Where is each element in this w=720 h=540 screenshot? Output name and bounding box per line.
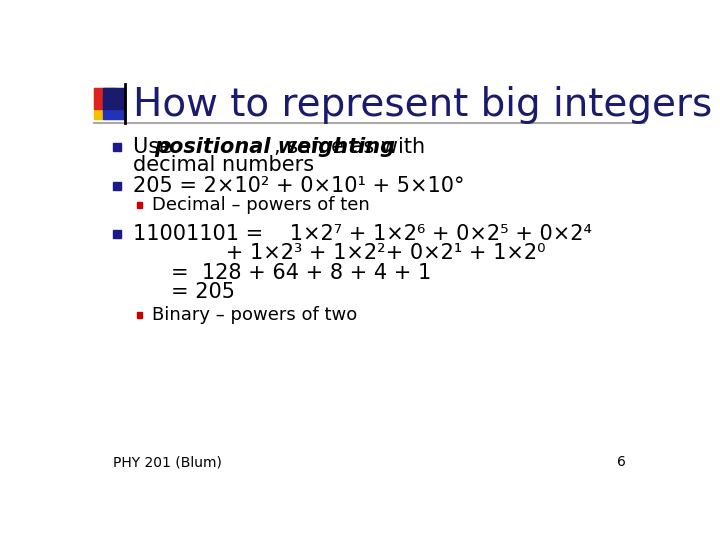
Text: =  128 + 64 + 8 + 4 + 1: = 128 + 64 + 8 + 4 + 1 <box>171 262 431 283</box>
Bar <box>103 97 125 119</box>
Bar <box>94 88 116 110</box>
Bar <box>113 143 121 151</box>
Text: , same as with: , same as with <box>274 137 426 157</box>
Text: Binary – powers of two: Binary – powers of two <box>152 306 357 324</box>
Text: + 1×2³ + 1×2²+ 0×2¹ + 1×2⁰: + 1×2³ + 1×2²+ 0×2¹ + 1×2⁰ <box>132 244 545 264</box>
Text: 205 = 2×10² + 0×10¹ + 5×10°: 205 = 2×10² + 0×10¹ + 5×10° <box>132 176 464 195</box>
Bar <box>113 182 121 190</box>
Text: = 205: = 205 <box>171 282 235 302</box>
Text: positional weighting: positional weighting <box>154 137 395 157</box>
Bar <box>94 88 125 119</box>
Bar <box>137 202 142 208</box>
Text: 11001101 =    1×2⁷ + 1×2⁶ + 0×2⁵ + 0×2⁴: 11001101 = 1×2⁷ + 1×2⁶ + 0×2⁵ + 0×2⁴ <box>132 224 592 244</box>
Text: Decimal – powers of ten: Decimal – powers of ten <box>152 196 370 214</box>
Bar <box>113 231 121 238</box>
Bar <box>103 88 125 110</box>
Text: Use: Use <box>132 137 179 157</box>
Text: decimal numbers: decimal numbers <box>132 155 314 175</box>
Text: How to represent big integers: How to represent big integers <box>132 86 712 124</box>
Text: PHY 201 (Blum): PHY 201 (Blum) <box>113 455 222 469</box>
Text: 6: 6 <box>618 455 626 469</box>
Bar <box>137 312 142 318</box>
